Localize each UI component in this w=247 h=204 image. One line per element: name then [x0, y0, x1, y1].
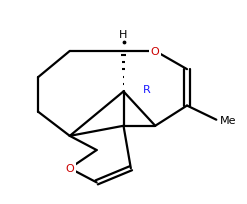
Text: Me: Me: [220, 115, 236, 125]
Text: R: R: [143, 85, 151, 95]
Text: O: O: [151, 47, 160, 57]
Text: H: H: [119, 30, 128, 40]
Text: O: O: [65, 163, 74, 173]
